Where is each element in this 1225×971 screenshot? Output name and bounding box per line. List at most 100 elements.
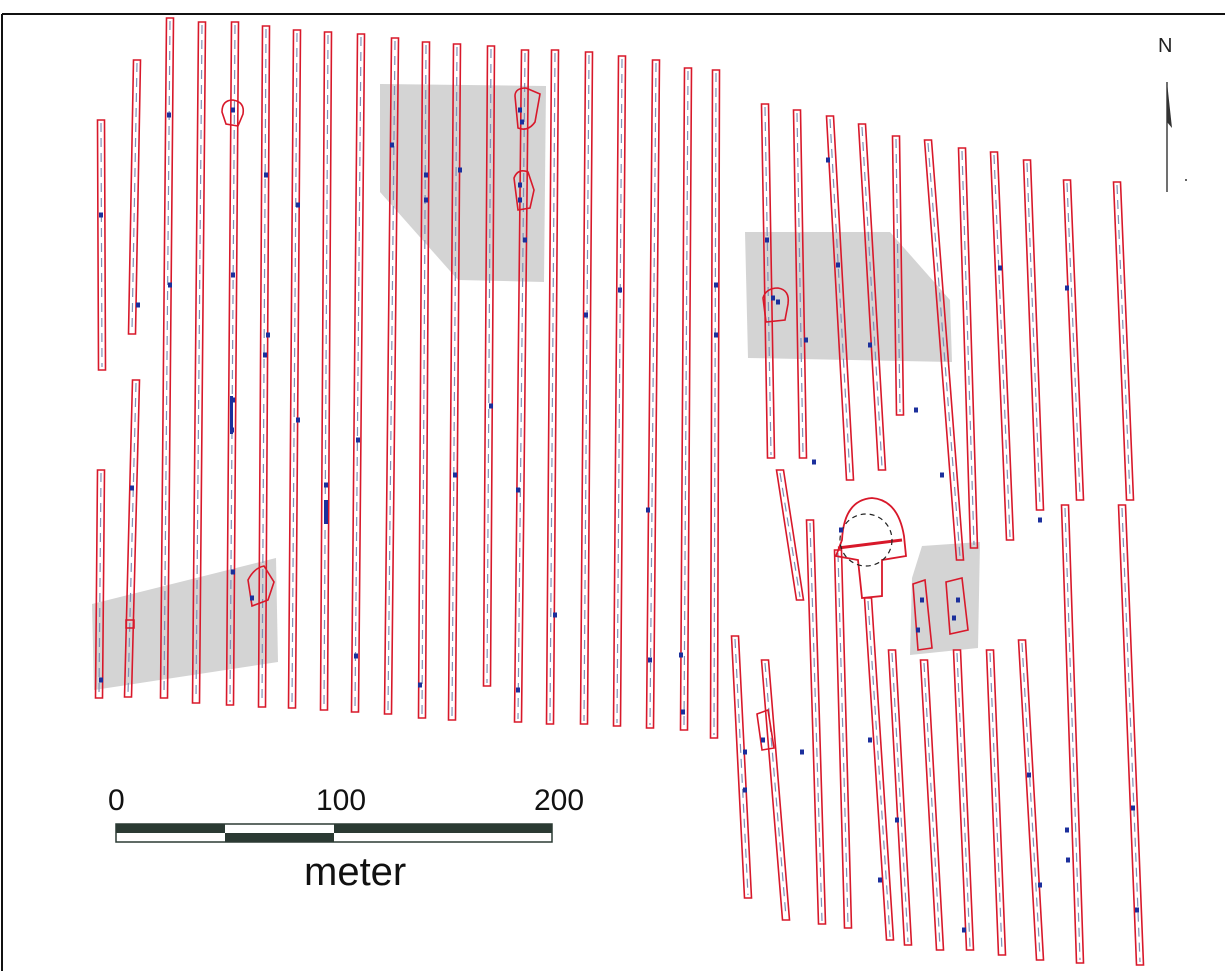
detection-67 bbox=[1038, 882, 1042, 888]
transect-centerline bbox=[683, 70, 689, 728]
transect-outline bbox=[857, 123, 887, 471]
detection-68 bbox=[962, 927, 966, 933]
transect-44 bbox=[1017, 639, 1045, 961]
transect-centerline bbox=[387, 40, 396, 712]
detection-46 bbox=[998, 265, 1002, 271]
transect-outline bbox=[96, 119, 107, 371]
transect-42 bbox=[952, 649, 975, 951]
transect-27 bbox=[891, 135, 905, 416]
transect-outline bbox=[545, 49, 560, 725]
detection-18 bbox=[424, 172, 428, 178]
transect-centerline bbox=[1121, 507, 1141, 963]
detection-6 bbox=[136, 302, 140, 308]
anomaly-cross-feature bbox=[834, 497, 907, 599]
north-arrow-dot bbox=[1185, 179, 1187, 181]
detection-75 bbox=[952, 615, 956, 621]
transect-45 bbox=[1060, 504, 1085, 964]
transect-centerline bbox=[1116, 184, 1131, 498]
transect-43 bbox=[985, 649, 1007, 956]
transect-17 bbox=[545, 49, 560, 725]
transect-2 bbox=[94, 469, 106, 699]
transect-centerline bbox=[779, 472, 801, 598]
detection-38 bbox=[771, 295, 775, 301]
transect-outline bbox=[679, 67, 693, 731]
detection-35 bbox=[648, 657, 652, 663]
detection-36 bbox=[765, 237, 769, 243]
transect-outline bbox=[1117, 504, 1145, 966]
transect-outline bbox=[775, 469, 805, 601]
north-arrow-head bbox=[1167, 82, 1172, 128]
detection-64 bbox=[1131, 805, 1135, 811]
anomaly-cross-ring bbox=[839, 513, 893, 567]
transect-centerline bbox=[354, 36, 362, 710]
detection-50 bbox=[130, 485, 134, 491]
transect-outline bbox=[825, 115, 855, 481]
anomaly-feature-4 bbox=[762, 287, 790, 323]
transect-centerline bbox=[421, 44, 427, 716]
scale-tick-label-200: 200 bbox=[534, 784, 585, 817]
transect-7 bbox=[225, 21, 240, 706]
transect-1 bbox=[96, 119, 107, 371]
transect-15 bbox=[482, 45, 496, 687]
transect-outline bbox=[579, 51, 594, 725]
detection-30 bbox=[618, 287, 622, 293]
detection-3 bbox=[264, 172, 268, 178]
detection-56 bbox=[553, 612, 557, 618]
detection-55 bbox=[516, 687, 520, 693]
anomaly-feature-5 bbox=[247, 565, 275, 608]
transect-outline bbox=[1017, 639, 1045, 961]
transect-37 bbox=[805, 519, 827, 925]
transect-29 bbox=[957, 147, 979, 549]
anomaly-cross-outline bbox=[834, 497, 907, 599]
transect-3 bbox=[127, 59, 142, 335]
scale-unit-label: meter bbox=[304, 850, 407, 894]
transect-41 bbox=[919, 659, 945, 951]
transect-centerline bbox=[1066, 182, 1081, 498]
detection-57 bbox=[681, 709, 685, 715]
detection-44 bbox=[812, 459, 816, 465]
transect-outline bbox=[482, 45, 496, 687]
transect-centerline bbox=[895, 138, 901, 413]
transect-outline bbox=[952, 649, 975, 951]
transect-32 bbox=[1062, 179, 1085, 501]
transect-20 bbox=[645, 59, 661, 729]
transect-centerline bbox=[195, 24, 203, 701]
detection-32 bbox=[714, 282, 718, 288]
transect-36 bbox=[775, 469, 805, 601]
scale-tick-label-100: 100 bbox=[316, 784, 367, 817]
transect-centerline bbox=[956, 652, 971, 948]
detection-40 bbox=[804, 337, 808, 343]
anomaly-feature-1 bbox=[221, 99, 245, 127]
detection-25 bbox=[518, 197, 522, 203]
transect-outline bbox=[923, 139, 965, 561]
transect-outline bbox=[159, 17, 175, 699]
detection-20 bbox=[424, 197, 428, 203]
transect-outline bbox=[225, 21, 240, 706]
transect-14 bbox=[447, 43, 462, 721]
transect-33 bbox=[1112, 181, 1135, 501]
detection-34 bbox=[679, 652, 683, 658]
detection-69 bbox=[878, 877, 882, 883]
transect-centerline bbox=[764, 106, 772, 456]
anomaly-cross-bar bbox=[837, 538, 903, 550]
scale-segment-top-2 bbox=[334, 824, 552, 833]
scale-segment-bottom-1 bbox=[225, 833, 334, 842]
detection-70 bbox=[743, 787, 747, 793]
transect-outline bbox=[1060, 504, 1085, 964]
transect-11 bbox=[350, 33, 366, 713]
transect-centerline bbox=[323, 34, 329, 708]
transect-outline bbox=[350, 33, 366, 713]
transect-9 bbox=[287, 29, 302, 709]
transect-outline bbox=[287, 29, 302, 709]
transect-centerline bbox=[764, 662, 787, 918]
transect-5 bbox=[159, 17, 175, 699]
detection-22 bbox=[518, 107, 522, 113]
detection-51 bbox=[231, 569, 235, 575]
scale-bar bbox=[115, 823, 553, 843]
transect-26 bbox=[857, 123, 887, 471]
detection-76 bbox=[761, 737, 765, 743]
transect-centerline bbox=[649, 62, 657, 726]
detection-29 bbox=[584, 312, 588, 318]
transect-outline bbox=[919, 659, 945, 951]
